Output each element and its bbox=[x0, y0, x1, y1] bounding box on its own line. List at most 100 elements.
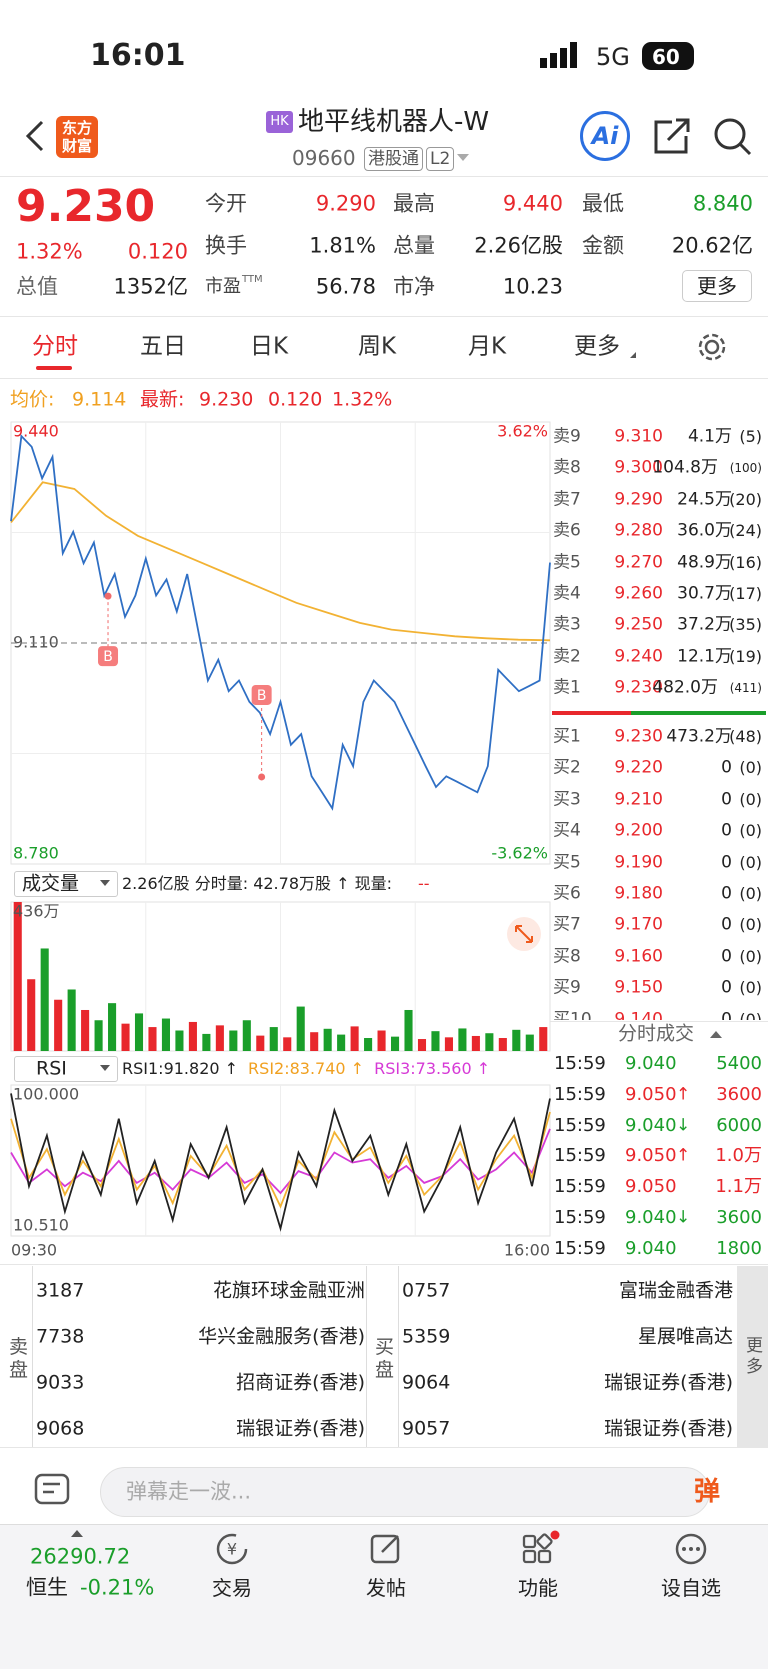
book-count: (0) bbox=[739, 884, 762, 903]
tab[interactable]: 更多 bbox=[574, 333, 620, 360]
brokers-more[interactable]: 更多 bbox=[746, 1336, 763, 1377]
volume-select[interactable] bbox=[14, 871, 118, 897]
broker-code: 5359 bbox=[402, 1325, 451, 1348]
rsi-legend: RSI3:73.560 ↑ bbox=[374, 1059, 491, 1078]
book-level: 买7 bbox=[553, 914, 581, 935]
volume-bar bbox=[323, 1028, 332, 1051]
svg-text:¥: ¥ bbox=[227, 1540, 237, 1559]
book-price: 9.190 bbox=[614, 852, 663, 873]
tick-label: 9.110 bbox=[13, 633, 59, 652]
book-count: (0) bbox=[739, 758, 762, 778]
function-icon[interactable] bbox=[520, 1530, 560, 1566]
index-change[interactable]: -0.21% bbox=[80, 1575, 155, 1600]
broker-code: 0757 bbox=[402, 1279, 451, 1302]
book-price: 9.210 bbox=[614, 789, 663, 810]
network: 5G bbox=[596, 43, 630, 71]
book-volume: 0 bbox=[721, 852, 732, 873]
index-name[interactable]: 恒生 bbox=[26, 1575, 68, 1600]
marker-dot bbox=[258, 773, 266, 781]
rsi-legend: RSI2:83.740 ↑ bbox=[248, 1059, 365, 1078]
marker-dot bbox=[104, 592, 112, 600]
series-line bbox=[10, 1093, 551, 1232]
tick-label: 3.62% bbox=[497, 422, 548, 441]
share[interactable] bbox=[652, 116, 692, 156]
watchlist-icon[interactable] bbox=[673, 1532, 709, 1566]
field-value: 10.23 bbox=[502, 274, 563, 299]
tab[interactable]: 分时 bbox=[32, 333, 78, 360]
tab[interactable]: 周K bbox=[358, 333, 397, 360]
book-count: (411) bbox=[729, 681, 762, 696]
field-value: 1.81% bbox=[309, 233, 376, 258]
nav-item[interactable]: 交易 bbox=[212, 1576, 252, 1600]
book-level: 买9 bbox=[553, 977, 581, 998]
tick-label: -3.62% bbox=[491, 844, 548, 863]
post-icon[interactable] bbox=[368, 1532, 404, 1566]
brokers-more-bg[interactable] bbox=[737, 1266, 768, 1447]
danmaku-button[interactable]: 弹 bbox=[694, 1477, 721, 1507]
trade-volume: 6000 bbox=[716, 1114, 762, 1136]
volume-bar bbox=[175, 1030, 184, 1051]
comment-input[interactable] bbox=[100, 1467, 710, 1517]
rsi-select[interactable] bbox=[14, 1056, 118, 1082]
more-button[interactable]: 更多 bbox=[682, 270, 752, 302]
field-label: 今开 bbox=[205, 191, 247, 216]
trade-time: 15:59 bbox=[554, 1114, 606, 1136]
volume-info: 2.26亿股 分时量: 42.78万股 ↑ 现量: bbox=[122, 874, 392, 893]
trade-volume: 1800 bbox=[716, 1237, 762, 1259]
book-count: (20) bbox=[729, 489, 762, 509]
book-price: 9.310 bbox=[614, 426, 663, 447]
volume-bar bbox=[525, 1034, 534, 1051]
index-value[interactable]: 26290.72 bbox=[30, 1544, 131, 1569]
trade-arrow: ↓ bbox=[676, 1207, 691, 1228]
nav-item[interactable]: 设自选 bbox=[661, 1576, 721, 1600]
book-volume: 36.0万 bbox=[677, 520, 732, 541]
trade-time: 15:59 bbox=[554, 1176, 606, 1198]
last-change: 0.120 bbox=[268, 388, 323, 411]
nav-item[interactable]: 功能 bbox=[518, 1576, 558, 1600]
book-volume: 104.8万 bbox=[652, 457, 718, 478]
book-level: 卖8 bbox=[553, 457, 581, 478]
series-line bbox=[10, 1128, 551, 1195]
tab[interactable]: 日K bbox=[250, 333, 289, 360]
volume-bar bbox=[337, 1034, 346, 1051]
search[interactable] bbox=[712, 116, 754, 158]
tab[interactable]: 月K bbox=[468, 333, 507, 360]
book-volume: 0 bbox=[721, 757, 732, 778]
trade-arrow: ↑ bbox=[676, 1145, 691, 1166]
battery-level: 60 bbox=[652, 45, 680, 69]
volume-bar bbox=[431, 1031, 440, 1051]
comment-icon[interactable] bbox=[34, 1472, 72, 1508]
book-price: 9.300 bbox=[614, 457, 663, 478]
trade-arrow: ↑ bbox=[676, 1084, 691, 1105]
dropdown[interactable] bbox=[456, 152, 470, 162]
book-count: (48) bbox=[729, 727, 762, 746]
x-label: 16:00 bbox=[504, 1241, 550, 1260]
settings[interactable] bbox=[696, 331, 728, 363]
expand-icon bbox=[515, 925, 533, 943]
broker-code: 9064 bbox=[402, 1371, 451, 1394]
trade-volume: 3600 bbox=[716, 1083, 762, 1105]
back[interactable] bbox=[20, 118, 50, 154]
volume-bar bbox=[94, 1020, 103, 1051]
volume-select-label[interactable]: 成交量 bbox=[22, 872, 80, 895]
volume-bar bbox=[417, 1039, 427, 1051]
book-count: (0) bbox=[739, 978, 762, 998]
ai-button[interactable]: Ai bbox=[580, 111, 630, 161]
book-level: 卖4 bbox=[553, 583, 581, 604]
book-volume: 37.2万 bbox=[677, 614, 732, 635]
trade-icon[interactable]: ¥ bbox=[214, 1532, 250, 1566]
rsi-select-label[interactable]: RSI bbox=[36, 1057, 67, 1080]
nav-item[interactable]: 发帖 bbox=[366, 1576, 406, 1600]
book-level: 卖2 bbox=[553, 646, 581, 667]
tab[interactable]: 五日 bbox=[140, 333, 186, 360]
book-price: 9.140 bbox=[614, 1009, 663, 1020]
comment-placeholder[interactable]: 弹幕走一波... bbox=[126, 1479, 252, 1504]
logo[interactable]: 东方财富 bbox=[56, 116, 98, 158]
avg: 9.114 bbox=[72, 388, 127, 411]
marker-label: B bbox=[257, 688, 267, 704]
broker-name: 富瑞金融香港 bbox=[618, 1279, 733, 1302]
broker-code: 7738 bbox=[36, 1325, 85, 1348]
volume-bar bbox=[256, 1035, 265, 1051]
book-level: 买3 bbox=[553, 789, 581, 810]
broker-name: 华兴金融服务(香港) bbox=[198, 1325, 365, 1348]
